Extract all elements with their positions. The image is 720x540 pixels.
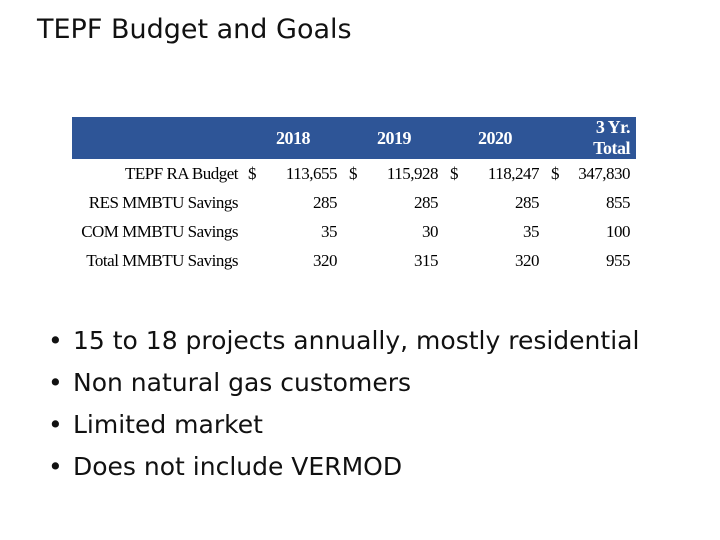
table-cell: 285 (414, 192, 439, 212)
currency-symbol (440, 217, 470, 246)
currency-symbol (238, 188, 268, 217)
row-label: Total MMBTU Savings (86, 250, 238, 270)
table-cell-total: 955 (606, 250, 631, 270)
table-cell: 35 (321, 221, 338, 241)
header-cell-2018: 2018 (268, 117, 339, 159)
budget-table: 2018 2019 2020 3 Yr. Total TEPF RA Budge… (72, 117, 636, 275)
table-cell: 35 (523, 221, 540, 241)
bullet-item: • 15 to 18 projects annually, mostly res… (48, 320, 639, 362)
row-label: RES MMBTU Savings (88, 192, 239, 212)
row-label: TEPF RA Budget (125, 163, 238, 183)
table-cell: 118,247 (487, 163, 540, 183)
header-cell (339, 117, 369, 159)
currency-symbol (238, 246, 268, 275)
bullet-text: 15 to 18 projects annually, mostly resid… (73, 326, 640, 355)
currency-symbol (339, 217, 369, 246)
table-header-row: 2018 2019 2020 3 Yr. Total (72, 117, 636, 159)
table-cell: 320 (313, 250, 338, 270)
table-cell: 113,655 (285, 163, 338, 183)
table-row-tepf-ra-budget: TEPF RA Budget $ 113,655 $ 115,928 $ 118… (72, 159, 636, 188)
currency-symbol (339, 246, 369, 275)
bullet-text: Does not include VERMOD (73, 452, 403, 481)
bullet-marker: • (48, 368, 63, 397)
bullet-text: Limited market (73, 410, 263, 439)
bullet-marker: • (48, 410, 63, 439)
header-cell (440, 117, 470, 159)
header-cell-3yr-total: 3 Yr. Total (571, 117, 636, 159)
header-cell (541, 117, 571, 159)
bullet-item: • Non natural gas customers (48, 362, 639, 404)
header-cell (238, 117, 268, 159)
bullet-item: • Does not include VERMOD (48, 446, 639, 488)
currency-symbol (339, 188, 369, 217)
table-cell-total: 855 (606, 192, 631, 212)
bullet-item: • Limited market (48, 404, 639, 446)
bullet-marker: • (48, 452, 63, 481)
currency-symbol: $ (551, 163, 560, 183)
bullet-list: • 15 to 18 projects annually, mostly res… (48, 320, 639, 488)
table-cell: 30 (422, 221, 439, 241)
table-cell: 115,928 (386, 163, 439, 183)
currency-symbol: $ (248, 163, 257, 183)
currency-symbol (238, 217, 268, 246)
header-cell-2020: 2020 (470, 117, 541, 159)
table-row-total-mmbtu-savings: Total MMBTU Savings 320 315 320 955 (72, 246, 636, 275)
table-cell: 285 (515, 192, 540, 212)
header-cell (72, 117, 238, 159)
table-row-com-mmbtu-savings: COM MMBTU Savings 35 30 35 100 (72, 217, 636, 246)
currency-symbol: $ (349, 163, 358, 183)
table-row-res-mmbtu-savings: RES MMBTU Savings 285 285 285 855 (72, 188, 636, 217)
bullet-text: Non natural gas customers (73, 368, 412, 397)
table-cell-total: 100 (606, 221, 631, 241)
row-label: COM MMBTU Savings (81, 221, 238, 241)
currency-symbol (541, 188, 571, 217)
currency-symbol (440, 246, 470, 275)
table-cell: 285 (313, 192, 338, 212)
header-cell-2019: 2019 (369, 117, 440, 159)
table-cell: 320 (515, 250, 540, 270)
table-cell: 315 (414, 250, 439, 270)
bullet-marker: • (48, 326, 63, 355)
currency-symbol: $ (450, 163, 459, 183)
table-cell-total: 347,830 (578, 163, 630, 183)
currency-symbol (440, 188, 470, 217)
slide-title: TEPF Budget and Goals (37, 14, 352, 45)
currency-symbol (541, 246, 571, 275)
currency-symbol (541, 217, 571, 246)
